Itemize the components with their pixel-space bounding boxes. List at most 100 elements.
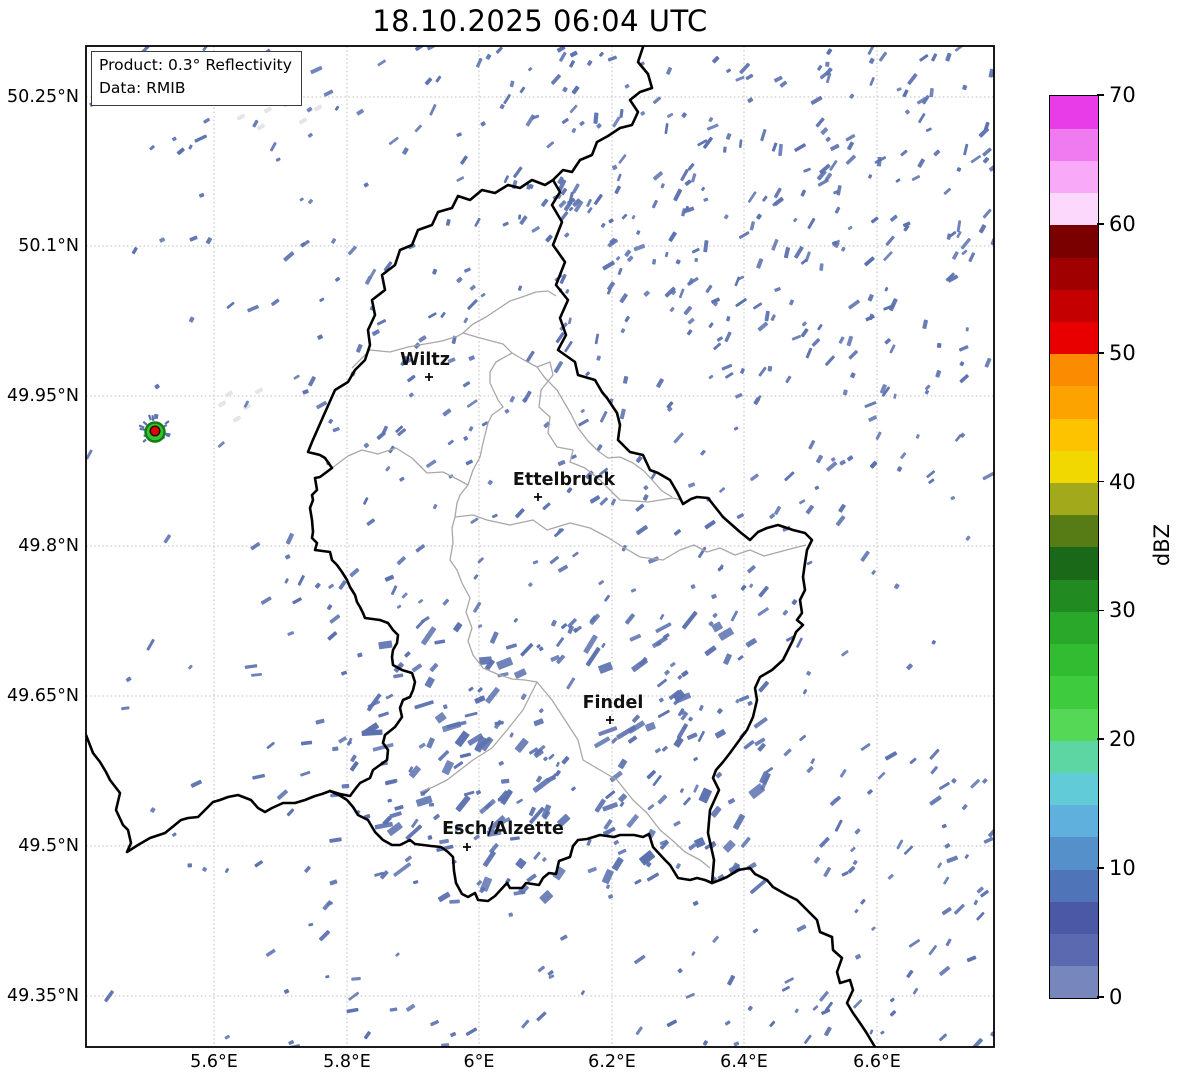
radar-echo (714, 729, 726, 739)
radar-echo (315, 718, 325, 725)
radar-echo (673, 820, 681, 827)
radar-echo (553, 528, 564, 538)
radar-echo (750, 473, 759, 482)
radar-echo (947, 274, 959, 283)
radar-echo (871, 570, 876, 575)
radar-echo (681, 610, 698, 630)
radar-echo (838, 336, 845, 344)
radar-echo (747, 565, 756, 574)
radar-echo (332, 426, 340, 433)
plot-frame (85, 45, 995, 1048)
radar-echo (329, 879, 338, 886)
radar-echo (946, 855, 959, 864)
radar-echo (635, 524, 649, 536)
radar-echo (908, 939, 921, 948)
radar-echo (852, 859, 858, 866)
radar-echo (703, 240, 709, 253)
radar-echo (982, 778, 988, 784)
radar-echo (500, 817, 511, 825)
radar-echo (664, 669, 670, 676)
radar-echo (785, 375, 792, 384)
radar-echo (487, 479, 493, 486)
radar-echo (639, 850, 656, 866)
radar-echo (769, 513, 776, 520)
radar-echo (194, 134, 208, 143)
radar-echo (697, 139, 708, 147)
radar-echo (774, 287, 781, 292)
radar-echo (570, 454, 577, 460)
radar-echo (961, 804, 968, 811)
radar-echo (542, 810, 551, 820)
radar-echo (489, 843, 499, 854)
radar-echo (351, 976, 361, 981)
radar-echo (495, 46, 503, 54)
radar-echo (247, 304, 259, 313)
radar-echo (252, 773, 266, 780)
radar-echo (883, 251, 893, 262)
radar-echo (902, 89, 909, 98)
radar-echo (643, 290, 650, 297)
radar-echo (716, 708, 723, 715)
radar-echo (694, 257, 699, 263)
radar-echo (773, 196, 784, 207)
radar-echo (509, 80, 515, 88)
radar-echo (715, 771, 723, 779)
radar-clutter-spike (147, 414, 152, 421)
radar-echo (562, 86, 568, 93)
colorbar-segment (1050, 740, 1098, 773)
radar-echo (615, 256, 621, 261)
radar-echo (356, 343, 363, 353)
radar-echo (559, 51, 567, 62)
radar-echo (839, 459, 846, 466)
radar-echo (310, 65, 323, 75)
radar-echo (549, 555, 560, 565)
radar-echo (959, 361, 965, 367)
radar-echo (454, 730, 470, 747)
colorbar-tick-mark (1097, 738, 1104, 741)
y-tick-label: 49.65°N (7, 686, 79, 706)
radar-echo (326, 901, 333, 906)
radar-echo (631, 215, 636, 220)
radar-echo (738, 694, 750, 702)
belgium-germany-border (551, 46, 654, 182)
radar-echo (496, 657, 514, 670)
radar-echo (440, 311, 446, 318)
radar-echo (580, 990, 585, 996)
radar-echo (571, 85, 580, 95)
radar-echo (785, 635, 795, 642)
y-tick-label: 49.8°N (18, 536, 79, 556)
colorbar-tick-mark (1097, 223, 1104, 225)
radar-echo (970, 778, 981, 789)
colorbar-tick-label: 10 (1109, 856, 1136, 881)
radar-echo (428, 312, 437, 319)
radar-echo (771, 238, 779, 251)
colorbar-segment (1050, 353, 1098, 387)
radar-echo (823, 866, 832, 878)
radar-echo (783, 247, 791, 259)
radar-echo (275, 157, 281, 162)
radar-echo (907, 73, 918, 85)
colorbar-tick-label: 30 (1109, 598, 1136, 623)
radar-echo (573, 200, 584, 213)
radar-echo (825, 61, 830, 67)
radar-echo (635, 455, 643, 463)
radar-echo (557, 459, 566, 467)
radar-echo (724, 1020, 731, 1026)
radar-clutter-spike (139, 427, 146, 431)
radar-echo (730, 610, 739, 622)
radar-echo (889, 214, 898, 222)
radar-echo (350, 754, 357, 763)
radar-echo (338, 736, 348, 744)
radar-echo (698, 787, 712, 804)
radar-echo (660, 183, 665, 189)
radar-echo (555, 332, 565, 344)
radar-echo (382, 815, 392, 826)
radar-echo (864, 401, 877, 408)
radar-echo (929, 748, 940, 760)
radar-echo (796, 637, 803, 648)
radar-echo (579, 120, 585, 126)
radar-echo (475, 789, 482, 795)
radar-echo (948, 231, 957, 238)
radar-echo (346, 1007, 359, 1014)
radar-echo (867, 294, 874, 302)
